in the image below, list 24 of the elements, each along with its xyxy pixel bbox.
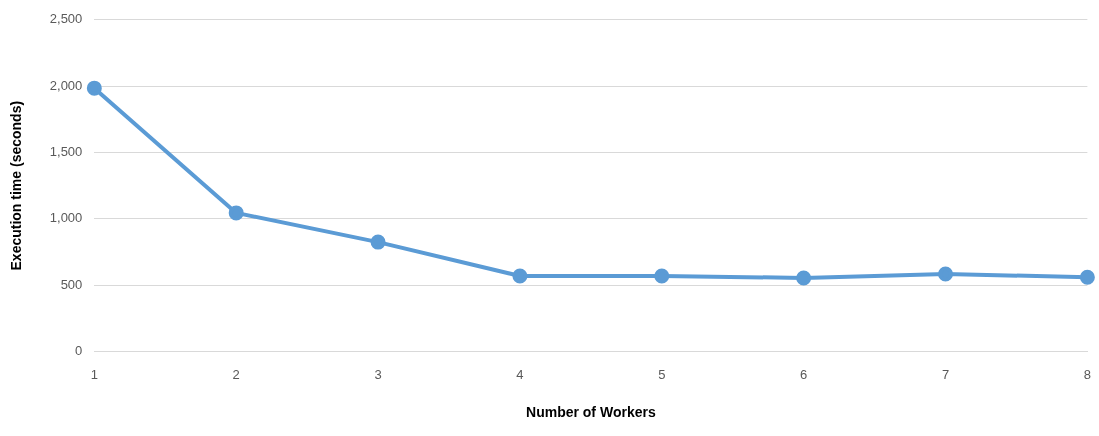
x-tick-label: 4 xyxy=(516,366,524,382)
point xyxy=(654,268,670,284)
point xyxy=(512,268,528,284)
point xyxy=(796,270,812,286)
x-tick-label: 7 xyxy=(941,366,950,382)
point xyxy=(938,266,954,282)
y-tick-label: 0 xyxy=(75,343,83,359)
x-tick-label: 2 xyxy=(232,366,240,382)
point xyxy=(228,205,244,221)
x-axis-title: Number of Workers xyxy=(526,404,656,421)
point xyxy=(370,234,386,250)
x-tick-label: 5 xyxy=(658,366,666,382)
y-axis-title: Execution time (seconds) xyxy=(8,100,25,271)
y-tick-label: 500 xyxy=(60,276,83,292)
point xyxy=(86,80,102,96)
x-tick-label: 6 xyxy=(800,366,808,382)
y-tick-label: 1,500 xyxy=(49,144,83,160)
y-tick-label: 1,000 xyxy=(49,210,83,226)
x-tick-label: 1 xyxy=(90,366,98,382)
x-tick-label: 3 xyxy=(374,366,382,382)
x-tick-label: 8 xyxy=(1083,366,1091,382)
y-tick-label: 2,500 xyxy=(49,11,83,27)
point xyxy=(1079,269,1095,285)
y-tick-label: 2,000 xyxy=(49,77,83,93)
